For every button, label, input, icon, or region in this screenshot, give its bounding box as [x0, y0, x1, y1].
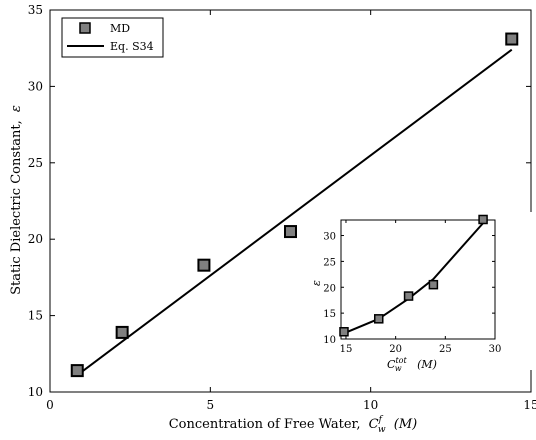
inset-data-point: [478, 214, 488, 225]
main-y-tick-label: 30: [28, 79, 43, 93]
main-data-point: [115, 325, 129, 339]
inset-y-tick-label: 30: [323, 232, 336, 243]
inset-x-tick-label: 25: [439, 344, 452, 355]
inset-x-axis-label-math: C: [387, 358, 396, 371]
x-axis-label: Concentration of Free Water, Cf w (M): [169, 415, 418, 435]
inset-plot: 15 20 25 30 10 15 20 25 30 Ctot w (M) ε: [310, 212, 532, 374]
y-axis-label-text: Static Dielectric Constant,: [9, 120, 24, 295]
inset-data-point: [403, 291, 414, 301]
x-axis-label-text: Concentration of Free Water,: [169, 417, 361, 432]
main-fit-line: [76, 48, 513, 376]
main-plot-frame: [49, 9, 532, 393]
inset-x-tick-label: 15: [340, 344, 353, 355]
main-x-ticks: 0 5 10 15: [46, 10, 536, 412]
main-data-point: [197, 258, 211, 272]
main-x-tick-label: 15: [523, 398, 536, 412]
x-axis-label-sup: f: [378, 415, 384, 425]
inset-x-axis-label: Ctot w (M): [387, 356, 437, 374]
inset-x-tick-label: 30: [489, 344, 502, 355]
main-data-point: [284, 225, 297, 239]
inset-data-point: [428, 279, 439, 290]
y-axis-label: Static Dielectric Constant, ε: [9, 105, 24, 295]
inset-y-tick-label: 25: [323, 257, 336, 268]
main-y-tick-label: 20: [28, 232, 43, 246]
legend: MD Eq. S34: [61, 17, 164, 58]
legend-md-label: MD: [110, 22, 130, 35]
main-y-tick-label: 15: [28, 309, 43, 323]
main-x-tick-label: 5: [207, 398, 215, 412]
inset-y-tick-label: 20: [323, 283, 336, 294]
x-axis-label-math: C: [369, 417, 379, 432]
legend-md-marker: [79, 22, 91, 34]
inset-background: [336, 212, 532, 370]
inset-data-point: [339, 327, 349, 337]
main-y-ticks: 10 15 20 25 30 35: [28, 3, 531, 399]
x-axis-label-unit: (M): [394, 417, 417, 432]
main-series: [70, 32, 519, 378]
inset-plot-frame: [340, 219, 496, 340]
inset-y-axis-label: ε: [310, 280, 323, 286]
main-plot: 0 5 10 15 10 15 20 25 30 35 MD Eq. S34 Concentra…: [9, 3, 536, 435]
main-data-point: [505, 32, 519, 46]
legend-box: [61, 17, 164, 58]
inset-x-ticks: 15 20 25 30: [340, 220, 502, 355]
y-axis-label-math: ε: [9, 105, 24, 112]
inset-x-axis-label-sub: w: [395, 364, 402, 373]
inset-y-ticks: 10 15 20 25 30: [323, 232, 495, 346]
main-x-tick-label: 10: [363, 398, 378, 412]
inset-series: [339, 214, 488, 337]
inset-x-axis-label-unit: (M): [417, 358, 437, 371]
inset-y-tick-label: 15: [323, 309, 336, 320]
inset-x-tick-label: 20: [389, 344, 402, 355]
inset-data-point: [374, 314, 384, 324]
main-y-tick-label: 10: [28, 385, 43, 399]
main-y-tick-label: 35: [28, 3, 43, 17]
main-x-tick-label: 0: [46, 398, 54, 412]
inset-y-tick-label: 10: [323, 335, 336, 346]
x-axis-label-sub: w: [378, 425, 386, 435]
main-y-tick-label: 25: [28, 156, 43, 170]
legend-eq-label: Eq. S34: [110, 40, 154, 53]
main-data-point: [70, 364, 84, 378]
